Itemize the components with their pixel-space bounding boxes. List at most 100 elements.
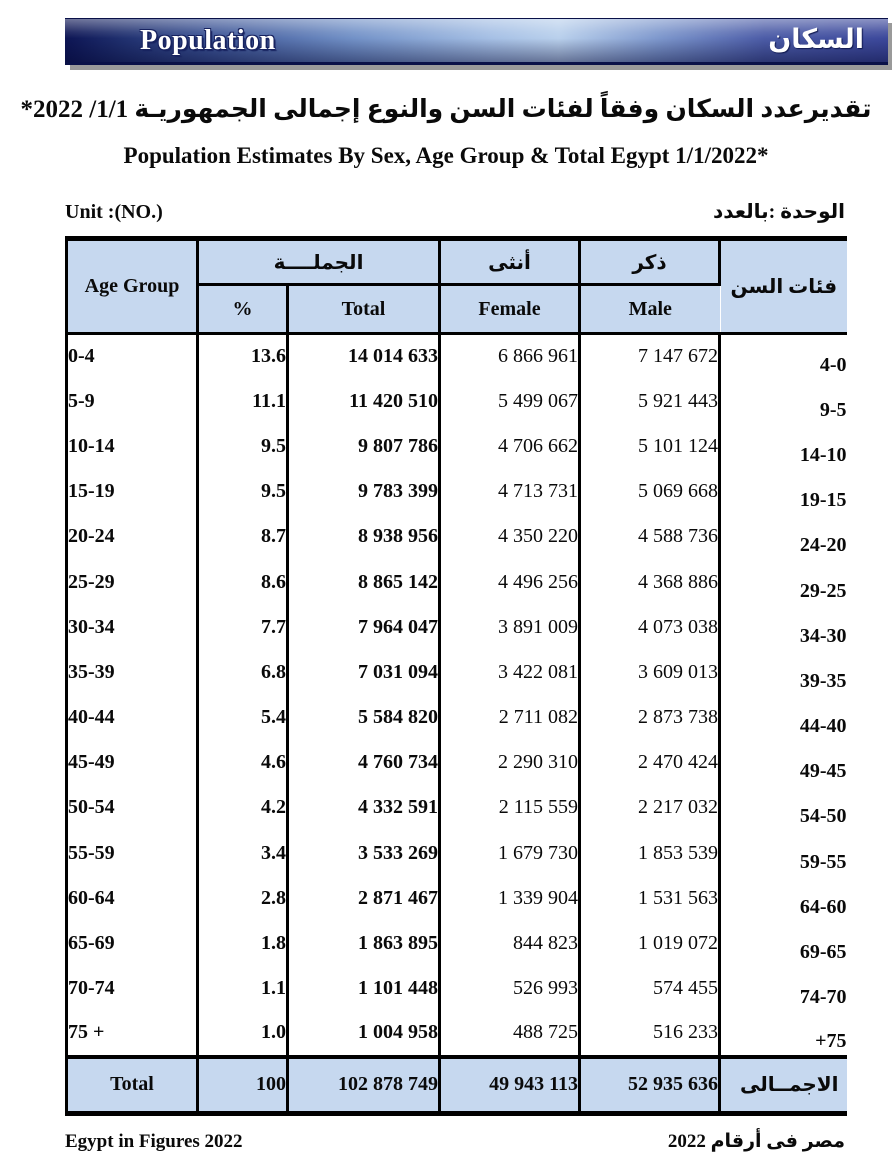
cell-male: 5 069 668 bbox=[579, 469, 722, 515]
cell-female: 4 713 731 bbox=[439, 469, 582, 515]
cell-male: 516 233 bbox=[579, 1011, 722, 1057]
cell-age-group-en: 30-34 bbox=[66, 604, 199, 650]
cell-age-group-ar: 44-40 bbox=[799, 715, 847, 738]
cell-male: 1 853 539 bbox=[579, 830, 722, 876]
cell-percent: 8.6 bbox=[197, 559, 289, 605]
header-row-bottom: % Total Female Male bbox=[67, 284, 847, 335]
cell-percent: 5.4 bbox=[197, 695, 289, 741]
col-header-age-group-ar: فئات السن bbox=[719, 238, 847, 335]
cell-male: 5 921 443 bbox=[579, 378, 722, 424]
cell-male: 3 609 013 bbox=[579, 649, 722, 695]
table-row: 15-19 9.5 9 783 399 4 713 731 5 069 668 … bbox=[66, 469, 847, 515]
total-percent: 100 bbox=[197, 1054, 289, 1114]
cell-age-group-ar: 29-25 bbox=[799, 579, 847, 602]
table-row: 20-24 8.7 8 938 956 4 350 220 4 588 736 … bbox=[66, 514, 847, 560]
cell-total: 8 938 956 bbox=[287, 514, 442, 560]
total-female: 49 943 113 bbox=[439, 1054, 582, 1114]
col-header-percent: % bbox=[197, 284, 289, 335]
cell-percent: 2.8 bbox=[197, 875, 289, 921]
total-label-arabic: الاجمــالى bbox=[719, 1054, 847, 1114]
cell-age-group-ar: 14-10 bbox=[799, 443, 847, 466]
col-header-total-en: Total bbox=[287, 284, 442, 335]
cell-percent: 1.0 bbox=[197, 1011, 289, 1057]
cell-female: 5 499 067 bbox=[439, 378, 582, 424]
table-row: 45-49 4.6 4 760 734 2 290 310 2 470 424 … bbox=[66, 740, 847, 786]
cell-percent: 7.7 bbox=[197, 604, 289, 650]
cell-age-group-ar: 69-65 bbox=[799, 941, 847, 964]
cell-percent: 4.6 bbox=[197, 740, 289, 786]
cell-female: 3 891 009 bbox=[439, 604, 582, 650]
table-row: 25-29 8.6 8 865 142 4 496 256 4 368 886 … bbox=[66, 559, 847, 605]
cell-percent: 1.8 bbox=[197, 920, 289, 967]
cell-female: 2 115 559 bbox=[439, 785, 582, 831]
cell-male: 7 147 672 bbox=[579, 333, 722, 379]
cell-age-group-ar: 54-50 bbox=[799, 805, 847, 828]
col-header-total-group-ar: الجملــــة bbox=[197, 238, 442, 286]
cell-percent: 13.6 bbox=[197, 333, 289, 379]
cell-age-group-en: 5-9 bbox=[66, 378, 199, 424]
banner-title-english: Population bbox=[140, 25, 276, 56]
cell-age-group-en: 75 + bbox=[66, 1011, 199, 1057]
cell-female: 488 725 bbox=[439, 1011, 582, 1057]
table-row: 0-4 13.6 14 014 633 6 866 961 7 147 672 … bbox=[66, 333, 847, 379]
cell-age-group-en: 70-74 bbox=[66, 966, 199, 1012]
table-row: 35-39 6.8 7 031 094 3 422 081 3 609 013 … bbox=[66, 649, 847, 695]
cell-age-group-en: 35-39 bbox=[66, 649, 199, 695]
table-row: 50-54 4.2 4 332 591 2 115 559 2 217 032 … bbox=[66, 785, 847, 831]
cell-total: 9 783 399 bbox=[287, 469, 442, 515]
cell-male: 1 019 072 bbox=[579, 920, 722, 967]
cell-age-group-ar: 9-5 bbox=[819, 398, 847, 421]
cell-total: 7 964 047 bbox=[287, 604, 442, 650]
cell-female: 4 496 256 bbox=[439, 559, 582, 605]
cell-age-group-ar: 34-30 bbox=[799, 624, 847, 647]
table-row: 30-34 7.7 7 964 047 3 891 009 4 073 038 … bbox=[66, 604, 847, 650]
cell-total: 4 760 734 bbox=[287, 740, 442, 786]
cell-male: 574 455 bbox=[579, 966, 722, 1012]
cell-total: 3 533 269 bbox=[287, 830, 442, 876]
cell-total: 9 807 786 bbox=[287, 423, 442, 470]
cell-total: 11 420 510 bbox=[287, 378, 442, 424]
table-row: 10-14 9.5 9 807 786 4 706 662 5 101 124 … bbox=[66, 423, 847, 470]
col-header-female-en: Female bbox=[439, 284, 582, 335]
table-row: 60-64 2.8 2 871 467 1 339 904 1 531 563 … bbox=[66, 875, 847, 921]
cell-male: 1 531 563 bbox=[579, 875, 722, 921]
cell-total: 8 865 142 bbox=[287, 559, 442, 605]
cell-age-group-ar: 49-45 bbox=[799, 760, 847, 783]
cell-male: 2 873 738 bbox=[579, 695, 722, 741]
total-male: 52 935 636 bbox=[579, 1054, 722, 1114]
cell-male: 4 588 736 bbox=[579, 514, 722, 560]
footer-arabic: مصر فى أرقام 2022 bbox=[667, 1131, 845, 1152]
cell-age-group-ar: 39-35 bbox=[799, 669, 847, 692]
cell-female: 2 711 082 bbox=[439, 695, 582, 741]
cell-female: 6 866 961 bbox=[439, 333, 582, 379]
cell-age-group-ar: +75 bbox=[815, 1030, 847, 1053]
table-body: 0-4 13.6 14 014 633 6 866 961 7 147 672 … bbox=[66, 333, 847, 1057]
unit-row: Unit :(NO.) الوحدة :بالعدد bbox=[65, 199, 845, 224]
cell-female: 844 823 bbox=[439, 920, 582, 967]
population-table-wrap: Age Group الجملــــة أنثى ذكر فئات السن … bbox=[65, 236, 847, 1116]
cell-male: 5 101 124 bbox=[579, 423, 722, 470]
cell-male: 4 368 886 bbox=[579, 559, 722, 605]
cell-percent: 9.5 bbox=[197, 423, 289, 470]
cell-male: 2 217 032 bbox=[579, 785, 722, 831]
unit-label-arabic: الوحدة :بالعدد bbox=[713, 201, 845, 223]
table-row: 5-9 11.1 11 420 510 5 499 067 5 921 443 … bbox=[66, 378, 847, 424]
cell-male: 2 470 424 bbox=[579, 740, 722, 786]
cell-percent: 8.7 bbox=[197, 514, 289, 560]
total-total: 102 878 749 bbox=[287, 1054, 442, 1114]
total-label: Total bbox=[66, 1054, 199, 1114]
footer: Egypt in Figures 2022 مصر فى أرقام 2022 bbox=[65, 1130, 845, 1153]
cell-percent: 11.1 bbox=[197, 378, 289, 424]
col-header-female-ar: أنثى bbox=[439, 238, 582, 286]
population-table: Age Group الجملــــة أنثى ذكر فئات السن … bbox=[65, 236, 847, 1116]
table-row: 65-69 1.8 1 863 895 844 823 1 019 072 69… bbox=[66, 920, 847, 967]
cell-age-group-ar: 24-20 bbox=[799, 534, 847, 557]
table-row: 55-59 3.4 3 533 269 1 679 730 1 853 539 … bbox=[66, 830, 847, 876]
cell-age-group-en: 0-4 bbox=[66, 333, 199, 379]
col-header-male-en: Male bbox=[579, 284, 720, 335]
cell-total: 1 863 895 bbox=[287, 920, 442, 967]
cell-age-group-en: 10-14 bbox=[66, 423, 199, 470]
cell-total: 1 101 448 bbox=[287, 966, 442, 1012]
cell-female: 1 339 904 bbox=[439, 875, 582, 921]
